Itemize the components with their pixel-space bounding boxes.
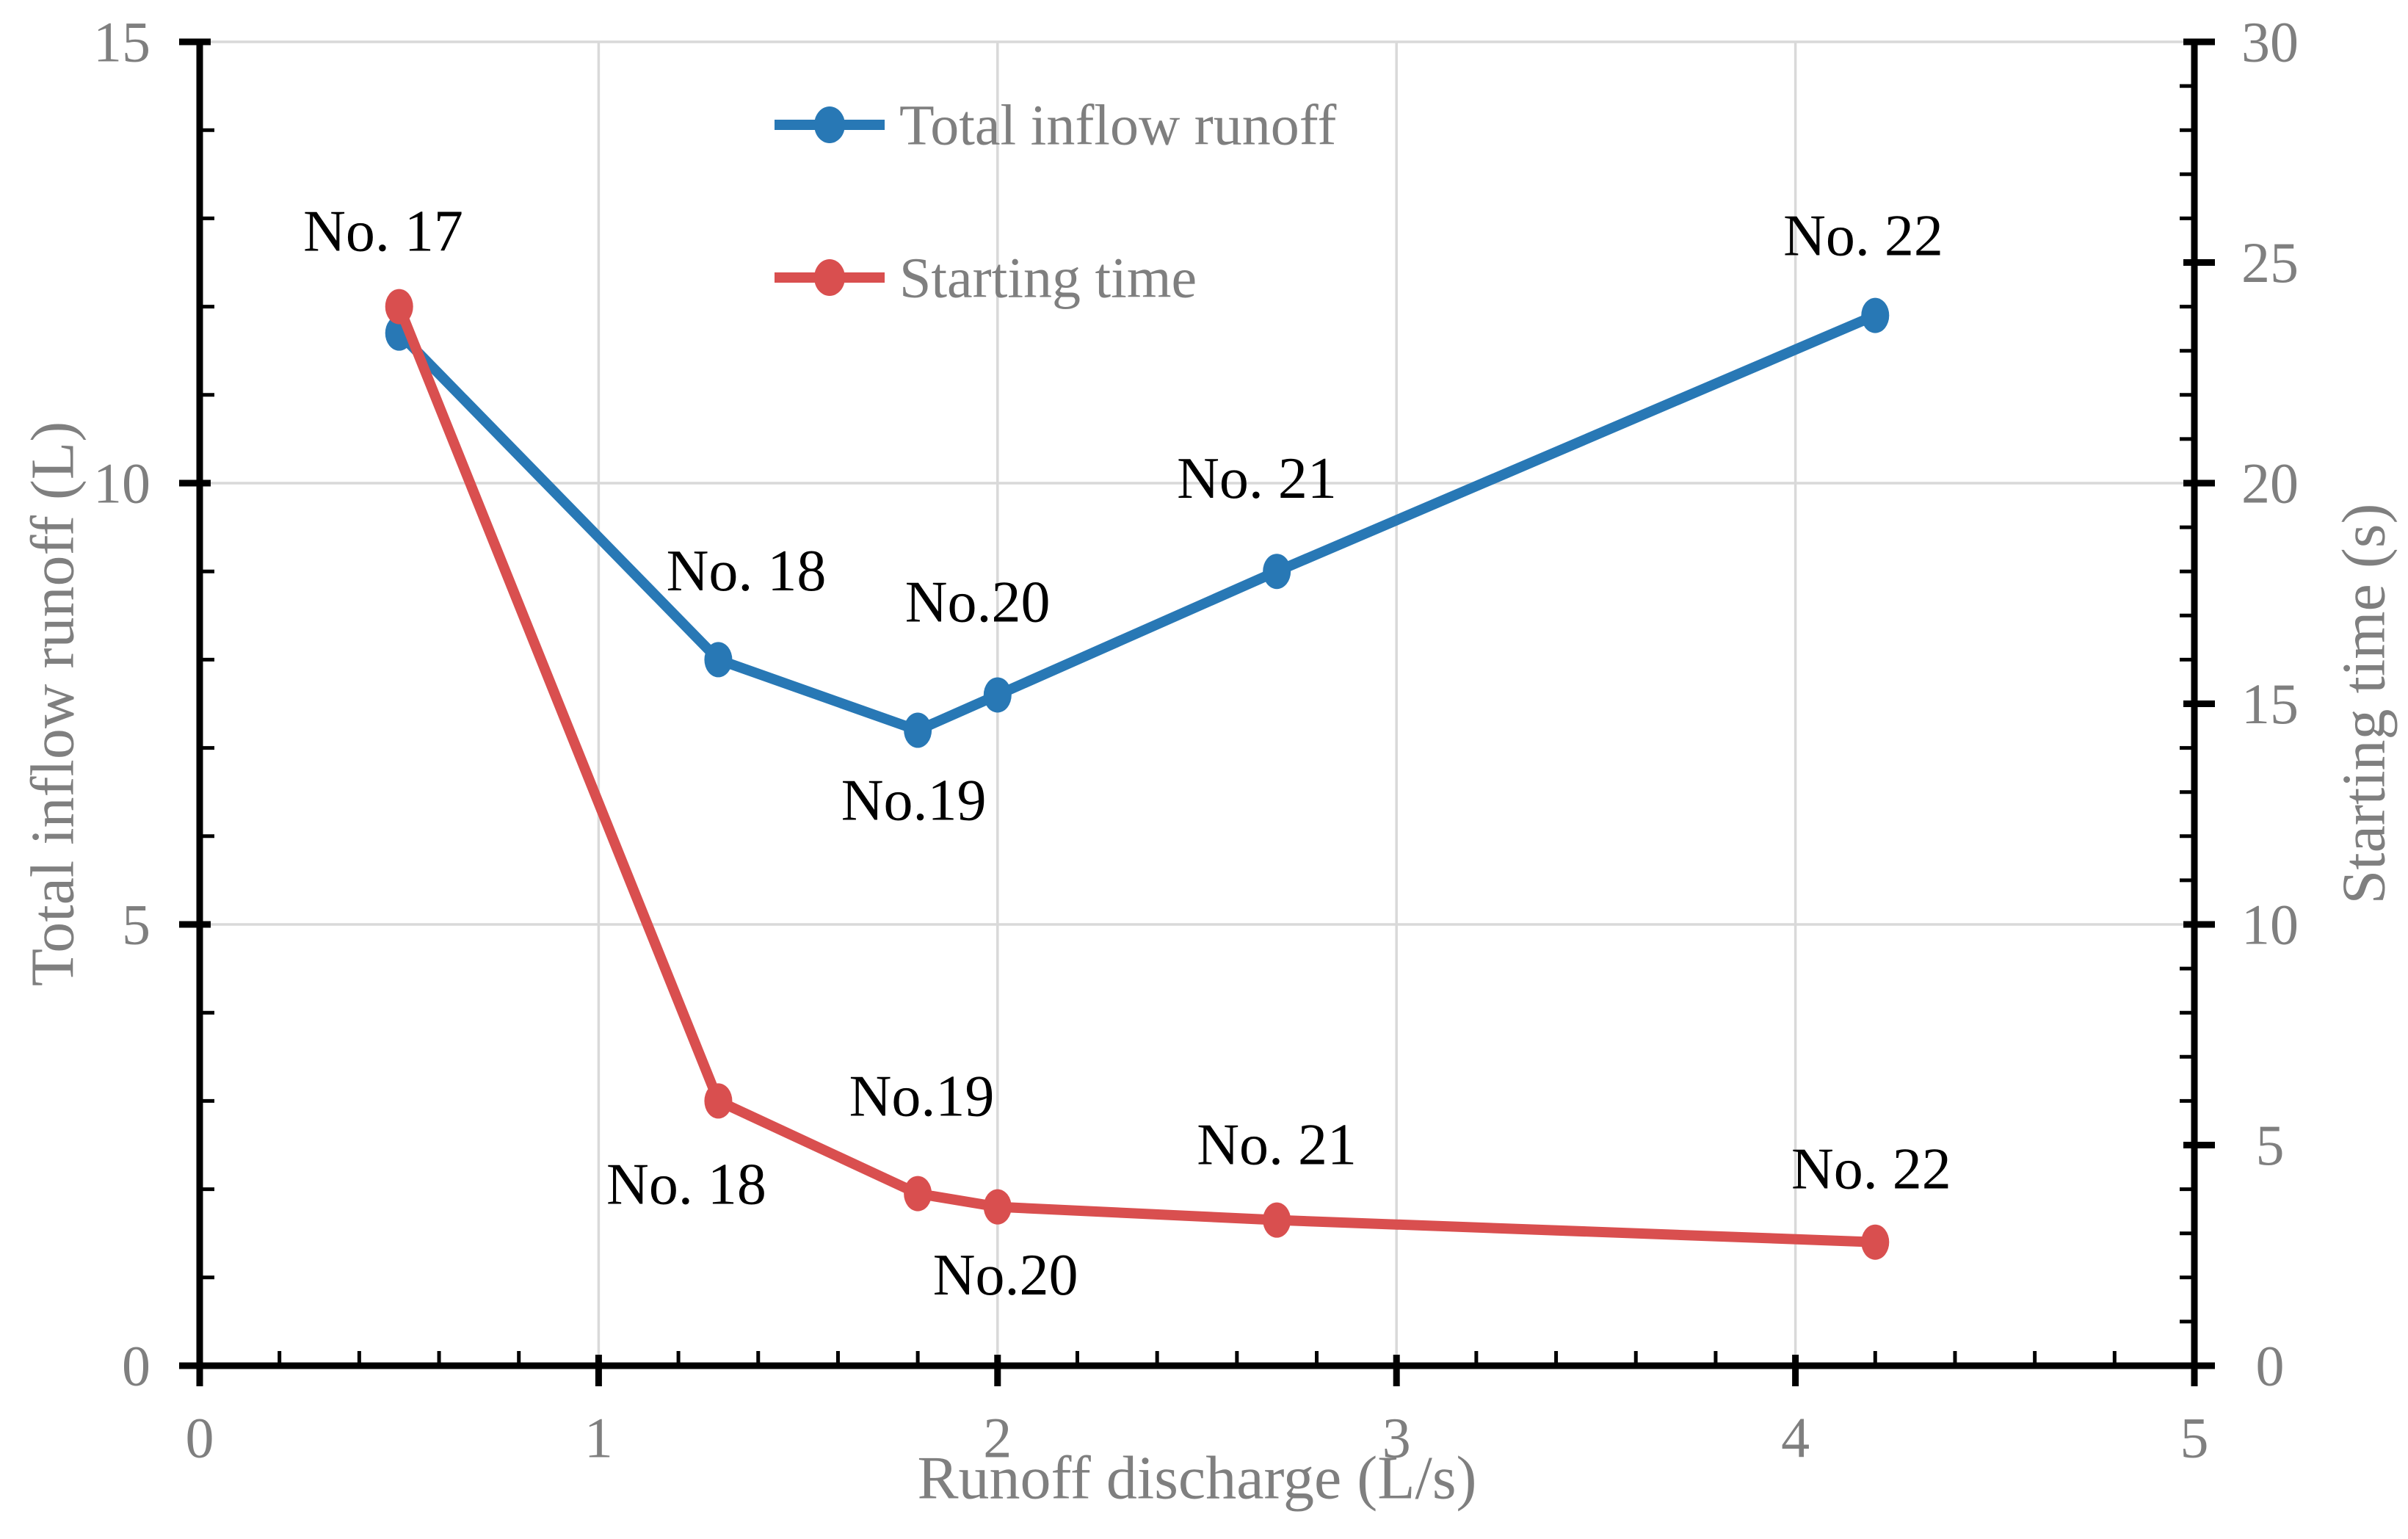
x-axis-title: Runoff discharge (L/s): [917, 1444, 1476, 1513]
gridlines: [200, 40, 2194, 1366]
y-axis-right-title: Starting time (s): [2330, 504, 2398, 905]
data-point-marker: [983, 677, 1012, 713]
point-annotation: No. 21: [1197, 1113, 1357, 1178]
y-right-tick-label: 20: [2241, 452, 2299, 515]
data-point-marker: [904, 1176, 932, 1212]
y-left-tick-label: 0: [122, 1334, 150, 1398]
data-point-marker: [385, 289, 413, 325]
point-annotation: No.19: [841, 769, 987, 833]
point-annotation: No. 22: [1791, 1137, 1951, 1202]
point-annotation: No. 17: [303, 199, 463, 264]
y-right-tick-label: 0: [2256, 1334, 2285, 1398]
y-axis-left-title: Total inflow runoff (L): [19, 421, 87, 986]
legend: Total inflow runoff Starting time: [775, 93, 1336, 310]
point-annotation: No.19: [849, 1064, 995, 1129]
annotations: No. 17 No. 18 No.19 No.20 No. 21 No. 22 No. 18…: [303, 199, 1951, 1307]
legend-item: Total inflow runoff: [775, 93, 1336, 157]
legend-marker: [814, 106, 845, 143]
legend-marker: [814, 259, 845, 296]
y-right-tick-label: 15: [2241, 672, 2299, 736]
y-right-tick-label: 10: [2241, 893, 2299, 957]
series-total-inflow-runoff: [385, 297, 1890, 748]
point-annotation: No.20: [933, 1243, 1078, 1308]
point-annotation: No. 18: [606, 1153, 766, 1217]
y-left-tick-label: 10: [93, 452, 150, 515]
legend-item: Starting time: [775, 246, 1197, 310]
legend-label: Starting time: [899, 246, 1197, 310]
data-point-marker: [983, 1189, 1012, 1225]
data-point-marker: [1263, 1202, 1291, 1238]
x-tick-label: 1: [584, 1406, 613, 1470]
y-right-tick-label: 30: [2241, 10, 2299, 74]
point-annotation: No. 21: [1177, 446, 1337, 511]
data-point-marker: [1861, 297, 1890, 333]
ticks: [179, 38, 2215, 1386]
x-tick-label: 0: [186, 1406, 214, 1470]
y-left-tick-label: 15: [93, 10, 150, 74]
y-right-tick-label: 25: [2241, 231, 2299, 294]
data-point-marker: [704, 642, 733, 678]
data-point-marker: [904, 712, 932, 748]
data-point-marker: [704, 1083, 733, 1119]
legend-label: Total inflow runoff: [899, 93, 1336, 157]
point-annotation: No.20: [905, 570, 1051, 634]
axis-titles: Runoff discharge (L/s) Total inflow runof…: [19, 421, 2398, 1513]
x-tick-label: 5: [2180, 1406, 2209, 1470]
y-right-tick-label: 5: [2256, 1113, 2285, 1177]
point-annotation: No. 18: [667, 539, 827, 604]
series-line: [394, 304, 1876, 1248]
series-starting-time: [385, 289, 1890, 1260]
data-point-marker: [1263, 554, 1291, 590]
data-point-marker: [1861, 1224, 1890, 1260]
x-tick-label: 4: [1781, 1406, 1810, 1470]
x-tick-label: 2: [983, 1406, 1012, 1470]
point-annotation: No. 22: [1783, 203, 1943, 268]
y-left-tick-label: 5: [122, 893, 150, 957]
x-tick-label: 3: [1382, 1406, 1411, 1470]
series-line: [395, 311, 1878, 736]
